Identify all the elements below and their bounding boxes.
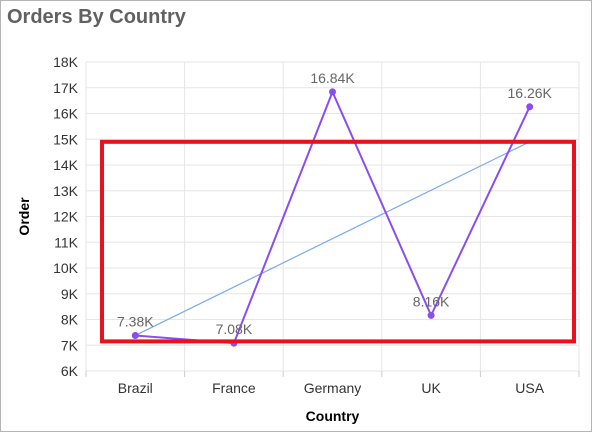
- highlight-rectangle: [100, 139, 576, 344]
- y-tick-label: 8K: [61, 312, 79, 328]
- y-tick-label: 9K: [61, 286, 79, 302]
- y-tick-label: 13K: [53, 183, 79, 199]
- data-point: [329, 88, 336, 96]
- y-tick-label: 11K: [54, 234, 79, 250]
- data-label: 16.26K: [508, 85, 553, 101]
- data-label: 7.08K: [216, 321, 253, 337]
- y-tick-label: 15K: [53, 131, 79, 147]
- y-tick-label: 14K: [53, 157, 79, 173]
- x-tick-label: Brazil: [118, 380, 153, 396]
- y-tick-label: 17K: [53, 80, 79, 96]
- x-tick-label: France: [212, 380, 256, 396]
- data-label: 8.16K: [413, 293, 450, 309]
- y-tick-label: 6K: [61, 363, 79, 379]
- series-line: [135, 90, 531, 345]
- y-tick-label: 18K: [53, 54, 79, 70]
- chart-title: Orders By Country: [7, 6, 186, 28]
- y-tick-label: 7K: [61, 337, 79, 353]
- y-axis-title: Order: [16, 197, 32, 236]
- data-label: 16.84K: [310, 70, 355, 86]
- x-tick-label: Germany: [304, 380, 362, 396]
- data-point: [131, 331, 139, 339]
- data-point: [427, 311, 435, 319]
- x-axis-title: Country: [306, 408, 360, 424]
- trendline: [135, 141, 530, 337]
- data-label: 7.38K: [117, 313, 154, 329]
- x-tick-label: UK: [421, 380, 441, 396]
- y-tick-label: 10K: [53, 260, 79, 276]
- x-tick-label: USA: [515, 380, 544, 396]
- y-tick-label: 16K: [53, 106, 79, 122]
- data-point: [526, 103, 534, 111]
- y-tick-label: 12K: [53, 209, 79, 225]
